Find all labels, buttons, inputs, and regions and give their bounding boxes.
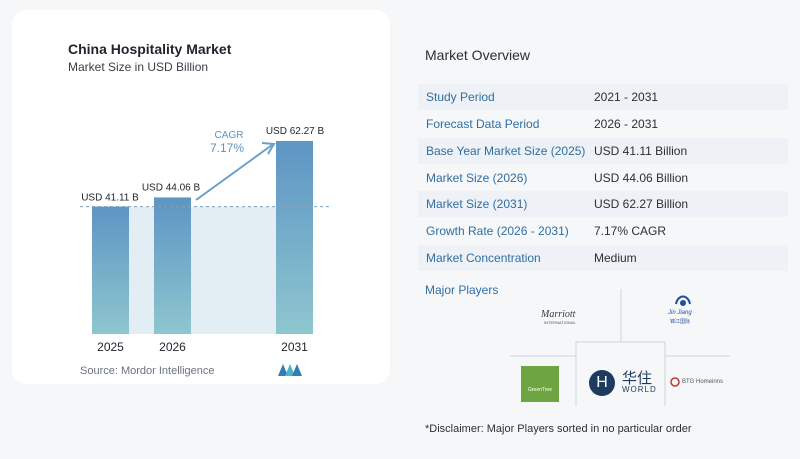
overview-label: Market Size (2026) xyxy=(426,171,528,185)
huazhu-logo-icon: H xyxy=(589,370,615,396)
x-tick-label: 2026 xyxy=(159,340,186,354)
jinjiang-logo-sub: 锦江国际 xyxy=(670,319,691,325)
overview-row: Study Period 2021 - 2031 xyxy=(418,84,788,110)
data-label: USD 44.06 B xyxy=(142,182,201,193)
overview-label: Market Size (2031) xyxy=(426,197,528,211)
btg-logo: BTG Homeinns xyxy=(682,379,724,385)
btg-logo-icon xyxy=(670,377,680,387)
jinjiang-logo: Jin Jiang xyxy=(668,310,692,316)
chart-title: China Hospitality Market xyxy=(68,41,232,57)
data-label: USD 62.27 B xyxy=(266,126,325,137)
disclaimer-text: *Disclaimer: Major Players sorted in no … xyxy=(425,423,692,435)
x-tick-label: 2025 xyxy=(97,340,124,354)
players-grid xyxy=(510,289,730,406)
overview-title: Market Overview xyxy=(425,47,531,63)
bar xyxy=(154,197,191,334)
overview-value: 7.17% CAGR xyxy=(594,224,667,238)
cagr-label: CAGR xyxy=(215,130,244,141)
players-title: Major Players xyxy=(425,283,499,297)
overview-value: USD 41.11 Billion xyxy=(594,144,688,158)
overview-value: 2021 - 2031 xyxy=(594,90,659,104)
source-text: Source: Mordor Intelligence xyxy=(80,365,215,377)
overview-row: Forecast Data Period 2026 - 2031 xyxy=(418,111,788,137)
overview-value: USD 44.06 Billion xyxy=(594,171,689,185)
huazhu-logo-cn: 华住 xyxy=(622,370,653,387)
overview-label: Market Concentration xyxy=(426,251,541,265)
cagr-value: 7.17% xyxy=(210,141,244,155)
overview-label: Forecast Data Period xyxy=(426,117,540,131)
overview-row: Market Size (2031) USD 62.27 Billion xyxy=(418,191,788,217)
overview-label: Study Period xyxy=(426,90,495,104)
bar xyxy=(276,141,313,334)
cagr-arrowhead xyxy=(261,142,276,155)
overview-label: Base Year Market Size (2025) xyxy=(426,144,586,158)
overview-row: Market Concentration Medium xyxy=(418,245,788,271)
chart-band xyxy=(129,206,276,334)
overview-value: 2026 - 2031 xyxy=(594,117,659,131)
overview-row: Base Year Market Size (2025) USD 41.11 B… xyxy=(418,138,788,164)
jinjiang-logo-icon xyxy=(675,295,691,306)
huazhu-logo-en: WORLD xyxy=(622,385,657,394)
overview-value: Medium xyxy=(594,251,637,265)
x-tick-label: 2031 xyxy=(281,340,308,354)
greentree-logo-icon: GreenTree xyxy=(521,366,559,402)
overview-label: Growth Rate (2026 - 2031) xyxy=(426,224,569,238)
marriott-logo-sub: INTERNATIONAL xyxy=(544,320,576,325)
marriott-logo: Marriott xyxy=(541,309,576,320)
greentree-logo: GreenTree xyxy=(528,387,552,393)
data-label: USD 41.11 B xyxy=(81,193,139,204)
chart-subtitle: Market Size in USD Billion xyxy=(68,60,209,74)
overview-value: USD 62.27 Billion xyxy=(594,197,689,211)
bar xyxy=(92,206,129,334)
mordor-logo-icon xyxy=(278,364,302,376)
overview-row: Market Size (2026) USD 44.06 Billion xyxy=(418,165,788,191)
overview-row: Growth Rate (2026 - 2031) 7.17% CAGR xyxy=(418,218,788,244)
cagr-arrow xyxy=(195,144,273,201)
